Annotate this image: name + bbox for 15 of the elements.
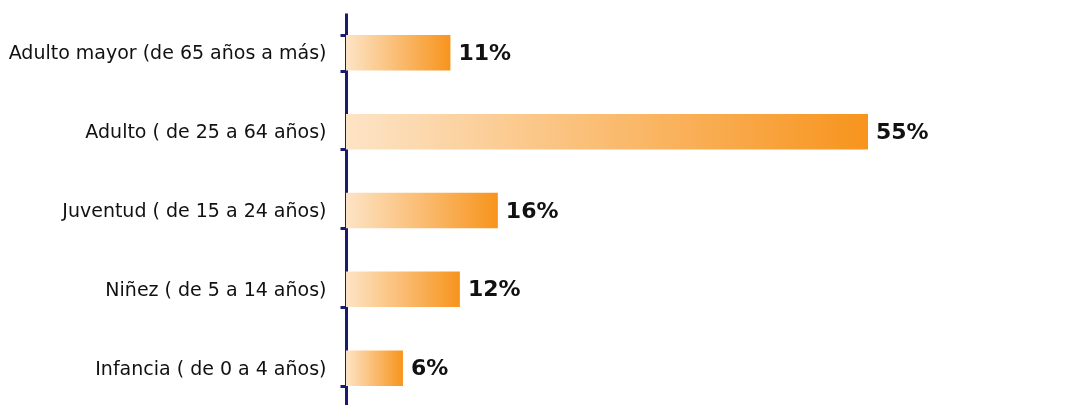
bar xyxy=(346,35,451,71)
y-tick-label: Niñez ( de 5 a 14 años) xyxy=(105,277,327,300)
y-tick-label: Juventud ( de 15 a 24 años) xyxy=(61,199,327,221)
data-label: 6% xyxy=(410,355,449,381)
data-label: 55% xyxy=(876,118,929,144)
data-label: 16% xyxy=(505,197,559,223)
data-label: 12% xyxy=(467,276,521,302)
bar xyxy=(346,113,868,150)
bar xyxy=(346,271,460,308)
bar xyxy=(346,350,403,386)
y-tick-label: Adulto mayor (de 65 años a más) xyxy=(8,41,327,64)
y-tick-label: Infancia ( de 0 a 4 años) xyxy=(95,356,327,379)
data-label: 11% xyxy=(458,39,512,65)
bar xyxy=(346,192,498,229)
y-tick-label: Adulto ( de 25 a 64 años) xyxy=(85,120,327,143)
